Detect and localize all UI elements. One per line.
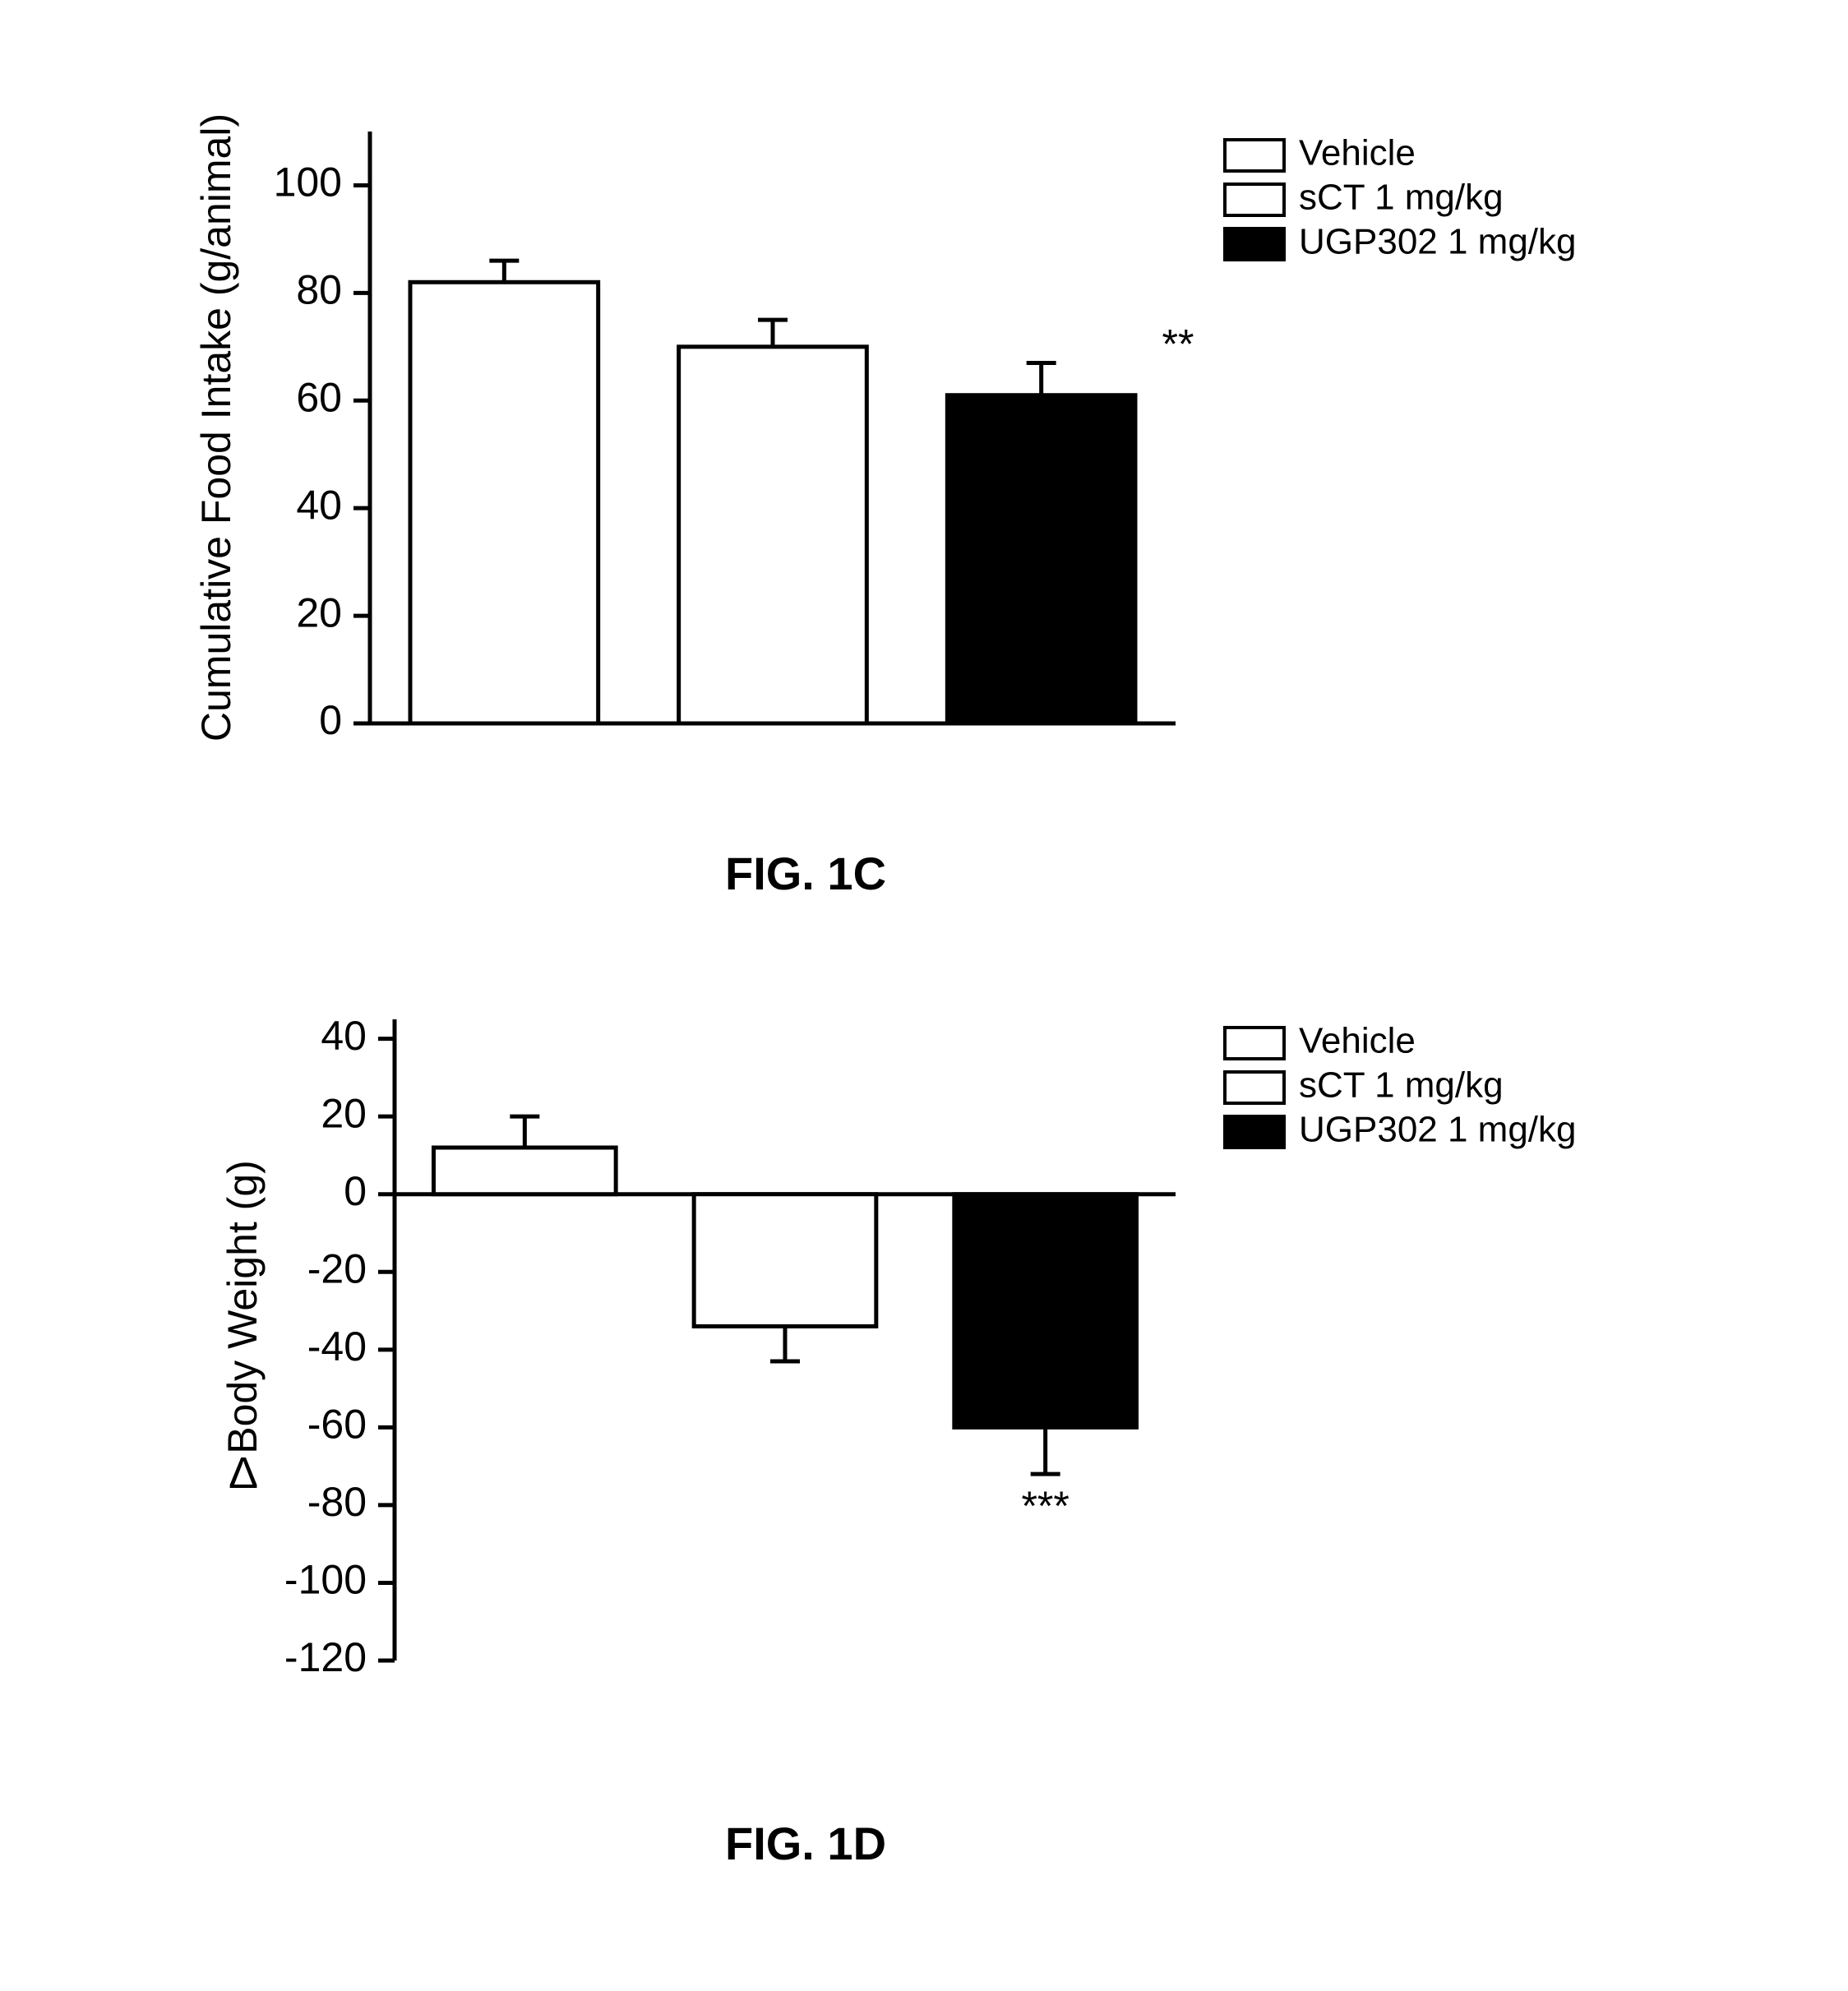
legend-label: UGP302 1 mg/kg [1299,221,1577,261]
chart-1c: 0 20 40 60 80 100 Cumulative Food Intake (g/an… [181,99,1661,789]
bar [694,1194,876,1327]
ytick-label: 100 [274,159,342,206]
legend-swatch [1225,184,1284,215]
ytick-label: 0 [344,1168,367,1214]
ytick-label: 20 [296,589,342,635]
ytick-label: 20 [321,1090,367,1136]
fig-1c-wrap: 0 20 40 60 80 100 Cumulative Food Intake (g/an… [181,99,1661,900]
fig-1d-wrap: -120 -100 -80 -60 -40 -20 0 20 40 Body Weight (g)… [181,986,1661,1870]
legend-swatch [1225,1116,1284,1148]
legend-label: sCT 1 mg/kg [1299,1065,1504,1105]
legend-label: Vehicle [1299,1020,1416,1060]
ytick-label: 80 [296,267,342,313]
bar [410,282,598,723]
fig-1c-caption: FIG. 1C [66,847,1545,900]
legend-label: UGP302 1 mg/kg [1299,1109,1577,1149]
page: 0 20 40 60 80 100 Cumulative Food Intake (g/an… [0,0,1848,1991]
legend-label: sCT 1 mg/kg [1299,177,1504,217]
ylabel: Body Weight (g) [219,1160,266,1454]
bar [679,347,867,723]
ylabel-delta: Δ [229,1448,258,1498]
ylabel: Cumulative Food Intake (g/animal) [193,113,239,741]
ytick-label: -80 [307,1479,367,1525]
ytick-label: 0 [319,697,342,743]
ytick-label: 40 [321,1013,367,1059]
ytick-label: -60 [307,1402,367,1448]
significance-annotation: ** [1162,321,1194,367]
legend-swatch [1225,1072,1284,1103]
bar [954,1194,1137,1428]
chart-1d: -120 -100 -80 -60 -40 -20 0 20 40 Body Weight (g)… [181,986,1661,1710]
ytick-label: -40 [307,1323,367,1370]
legend-swatch [1225,1028,1284,1059]
ytick-label: 60 [296,374,342,420]
legend-label: Vehicle [1299,132,1416,173]
fig-1d-caption: FIG. 1D [66,1817,1545,1870]
bar [434,1148,617,1194]
bar [947,395,1135,723]
ytick-label: -20 [307,1245,367,1291]
ytick-label: -100 [284,1557,367,1603]
legend-swatch [1225,140,1284,171]
legend-swatch [1225,229,1284,260]
ytick-label: 40 [296,482,342,528]
significance-annotation: *** [1021,1483,1069,1529]
ytick-label: -120 [284,1634,367,1680]
